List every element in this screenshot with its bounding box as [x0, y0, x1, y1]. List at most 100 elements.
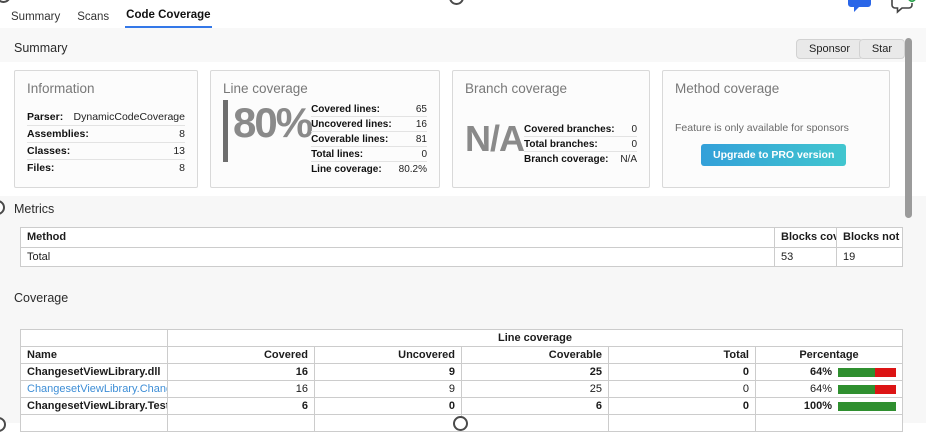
percentage-value: 64% [798, 366, 832, 378]
metrics-heading: Metrics [14, 202, 54, 216]
metrics-col-method: Method [21, 228, 775, 248]
coverage-bar [838, 368, 896, 377]
coverage-cell-empty [462, 415, 609, 432]
stat-value: 81 [416, 134, 427, 145]
coverage-percentage-cell: 100% [756, 398, 903, 415]
stat-label: Total lines: [311, 149, 363, 160]
metrics-col-blocks-not-covered: Blocks not covered [837, 228, 903, 248]
tab-code-coverage[interactable]: Code Coverage [125, 3, 211, 28]
metrics-cell: 53 [775, 248, 837, 267]
stat-row: Assemblies: 8 [27, 126, 185, 143]
upgrade-pro-button[interactable]: Upgrade to PRO version [701, 144, 846, 166]
tab-bar: Summary Scans Code Coverage [0, 0, 926, 28]
stat-row: Files: 8 [27, 160, 185, 176]
stat-row: Coverable lines: 81 [311, 132, 427, 147]
coverage-col-percentage: Percentage [756, 347, 903, 364]
coverage-number-cell: 16 [168, 364, 315, 381]
stat-value: 0 [631, 139, 637, 150]
stat-label: Assemblies: [27, 128, 89, 140]
coverage-cell-empty [21, 415, 168, 432]
stat-value: 8 [179, 162, 185, 174]
star-button[interactable]: Star [859, 39, 905, 59]
coverage-bar [838, 402, 896, 411]
summary-band: Summary Sponsor Star [0, 28, 926, 62]
coverage-table-row: ChangesetViewLibrary.ChangesetLibrary169… [21, 381, 903, 398]
feedback-bubble-icon[interactable] [891, 0, 918, 20]
stat-value: 8 [179, 128, 185, 140]
coverage-number-cell: 0 [609, 381, 756, 398]
coverage-header-row: Name Covered Uncovered Coverable Total P… [21, 347, 903, 364]
stat-row: Line coverage: 80.2% [311, 162, 427, 176]
stat-label: Line coverage: [311, 164, 382, 175]
coverage-col-covered: Covered [168, 347, 315, 364]
coverage-number-cell: 25 [462, 364, 609, 381]
tab-summary[interactable]: Summary [10, 5, 61, 28]
stat-label: Branch coverage: [524, 154, 608, 165]
branch-coverage-big-value: N/A [465, 118, 524, 166]
coverage-number-cell: 25 [462, 381, 609, 398]
coverage-number-cell: 16 [168, 381, 315, 398]
method-coverage-card: Method coverage Feature is only availabl… [662, 70, 890, 188]
stat-label: Uncovered lines: [311, 119, 392, 130]
stat-label: Covered lines: [311, 104, 380, 115]
information-card-title: Information [27, 81, 185, 96]
stat-value: N/A [620, 154, 637, 165]
coverage-bar-uncovered [875, 368, 896, 377]
tab-scans[interactable]: Scans [76, 5, 110, 28]
method-coverage-card-title: Method coverage [675, 81, 877, 96]
coverage-col-name: Name [21, 347, 168, 364]
stat-value: 0 [631, 124, 637, 135]
metrics-table: Method Blocks covered Blocks not covered… [20, 227, 903, 267]
coverage-number-cell: 0 [609, 364, 756, 381]
summary-heading: Summary [14, 41, 67, 55]
metrics-cell: Total [21, 248, 775, 267]
coverage-group-header: Line coverage [168, 330, 903, 347]
coverage-group-empty-cell [21, 330, 168, 347]
chat-bubble-icon[interactable] [848, 0, 871, 20]
coverage-percentage-cell: 64% [756, 381, 903, 398]
stat-label: Parser: [27, 111, 63, 123]
stat-row: Covered lines: 65 [311, 102, 427, 117]
coverage-table: Line coverage Name Covered Uncovered Cov… [20, 329, 903, 432]
stat-label: Files: [27, 162, 54, 174]
coverage-cell-empty [609, 415, 756, 432]
stat-label: Coverable lines: [311, 134, 388, 145]
coverage-bar-uncovered [875, 385, 896, 394]
stat-row: Classes:13 [27, 143, 185, 160]
stat-row: Total branches:0 [524, 137, 637, 152]
coverage-heading: Coverage [14, 291, 68, 305]
coverage-number-cell: 6 [168, 398, 315, 415]
coverage-name-link[interactable]: ChangesetViewLibrary.ChangesetLibrary [27, 383, 168, 395]
coverage-number-cell: 6 [462, 398, 609, 415]
coverage-number-cell: 9 [315, 364, 462, 381]
coverage-bar-covered [838, 385, 875, 394]
vertical-scrollbar-thumb[interactable] [905, 38, 912, 218]
percentage-value: 64% [798, 383, 832, 395]
stat-row: Covered branches:0 [524, 122, 637, 137]
coverage-name-cell: ChangesetViewLibrary.Tests.dll [21, 398, 168, 415]
coverage-bar-covered [838, 368, 875, 377]
coverage-cell-empty [756, 415, 903, 432]
metrics-col-blocks-covered: Blocks covered [775, 228, 837, 248]
sponsor-note: Feature is only available for sponsors [675, 122, 877, 134]
stat-value: 0 [421, 149, 427, 160]
stat-value: 80.2% [399, 164, 427, 175]
metrics-cell: 19 [837, 248, 903, 267]
coverage-col-total: Total [609, 347, 756, 364]
stat-row: Parser:DynamicCodeCoverage [27, 109, 185, 126]
coverage-group-row: Line coverage [21, 330, 903, 347]
coverage-table-row-partial [21, 415, 903, 432]
top-icons [848, 0, 918, 20]
sponsor-button[interactable]: Sponsor [796, 39, 863, 59]
information-stats: Parser:DynamicCodeCoverage Assemblies: 8 Cl… [27, 109, 185, 176]
coverage-cell-empty [168, 415, 315, 432]
stat-value: 65 [416, 104, 427, 115]
